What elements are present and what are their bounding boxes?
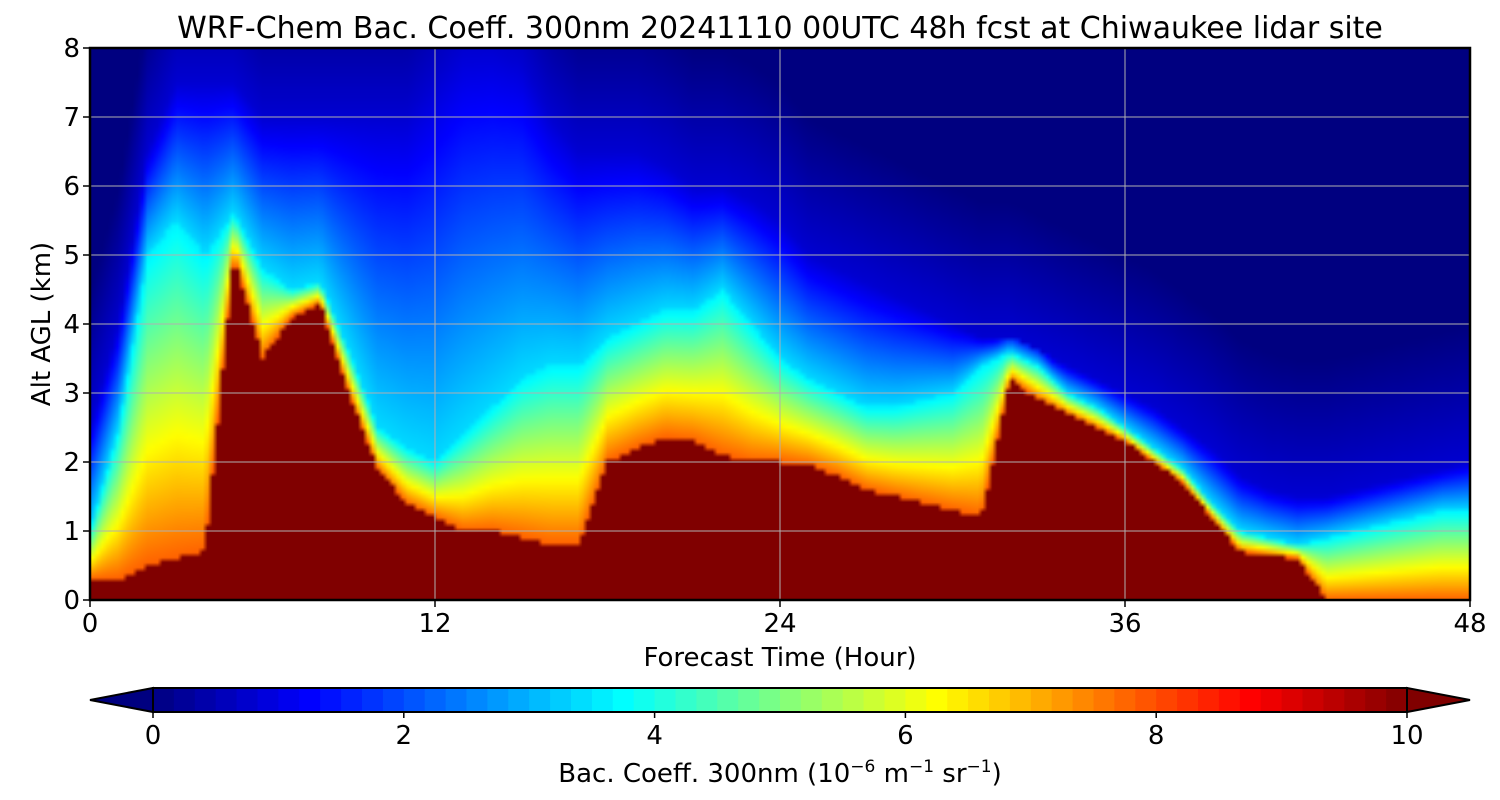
- colorbar-cell: [1260, 688, 1283, 712]
- colorbar-cell: [550, 688, 572, 712]
- x-tick-label: 24: [763, 609, 796, 639]
- colorbar-cell: [487, 688, 509, 712]
- y-tick-label: 8: [63, 34, 80, 64]
- colorbar-cell: [675, 688, 697, 712]
- colorbar-cell: [633, 688, 656, 712]
- colorbar-cell: [842, 688, 865, 712]
- colorbar-cell: [1198, 688, 1220, 712]
- y-axis-label: Alt AGL (km): [27, 242, 57, 406]
- colorbar-cell: [863, 688, 886, 712]
- colorbar-cell: [508, 688, 530, 712]
- y-tick-label: 7: [63, 103, 80, 133]
- colorbar-cell: [884, 688, 906, 712]
- colorbar-cell: [1302, 688, 1324, 712]
- colorbar-cell: [759, 688, 781, 712]
- colorbar-cell: [194, 688, 217, 712]
- colorbar-cell: [529, 688, 551, 712]
- colorbar-cell: [1365, 688, 1387, 712]
- colorbar-extend-low: [89, 686, 154, 714]
- colorbar-cell: [341, 688, 363, 712]
- colorbar-cell: [696, 688, 718, 712]
- colorbar-cell: [989, 688, 1011, 712]
- colorbar-cell: [1135, 688, 1157, 712]
- colorbar-cell: [424, 688, 447, 712]
- colorbar-ticks: 0 2 4 6 8 10: [145, 712, 1424, 751]
- colorbar-cell: [591, 688, 614, 712]
- colorbar-cell: [299, 688, 321, 712]
- colorbar-cell: [612, 688, 635, 712]
- y-tick-label: 0: [63, 586, 80, 616]
- colorbar-cell: [153, 688, 175, 712]
- colorbar-gradient: [153, 688, 1408, 712]
- colorbar-cell: [362, 688, 384, 712]
- colorbar-cell: [215, 688, 238, 712]
- colorbar-tick-label: 6: [897, 721, 914, 751]
- colorbar-cell: [947, 688, 969, 712]
- colorbar-cell: [1072, 688, 1095, 712]
- colorbar-cell: [1051, 688, 1074, 712]
- colorbar-cell: [1156, 688, 1178, 712]
- x-tick-label: 12: [418, 609, 451, 639]
- colorbar-cell: [382, 688, 405, 712]
- colorbar-cell: [236, 688, 259, 712]
- colorbar-cell: [905, 688, 927, 712]
- x-tick-label: 0: [82, 609, 99, 639]
- colorbar-cell: [821, 688, 844, 712]
- colorbar-extend-high: [1406, 686, 1471, 714]
- y-tick-label: 5: [63, 241, 80, 271]
- y-tick-label: 1: [63, 517, 80, 547]
- y-tick-label: 3: [63, 379, 80, 409]
- colorbar-cell: [1281, 688, 1304, 712]
- chart-title: WRF-Chem Bac. Coeff. 300nm 20241110 00UT…: [177, 11, 1383, 46]
- y-axis: 0 1 2 3 4 5 6 7 8: [63, 34, 90, 616]
- colorbar-cell: [445, 688, 468, 712]
- colorbar-cell: [320, 688, 342, 712]
- colorbar-cell: [571, 688, 593, 712]
- colorbar-cell: [926, 688, 948, 712]
- y-tick-label: 6: [63, 172, 80, 202]
- colorbar-cell: [1009, 688, 1032, 712]
- colorbar-label: Bac. Coeff. 300nm (10−6 m−1 sr−1): [558, 757, 1001, 789]
- x-axis-label: Forecast Time (Hour): [643, 643, 916, 673]
- colorbar-cell: [278, 688, 300, 712]
- colorbar-tick-label: 4: [646, 721, 663, 751]
- colorbar-cell: [717, 688, 739, 712]
- colorbar-cell: [1114, 688, 1136, 712]
- colorbar-cell: [257, 688, 279, 712]
- colorbar-cell: [738, 688, 760, 712]
- colorbar-cell: [780, 688, 802, 712]
- colorbar: 0 2 4 6 8 10: [89, 686, 1471, 751]
- colorbar-cell: [466, 688, 488, 712]
- colorbar-tick-label: 10: [1390, 721, 1423, 751]
- colorbar-tick-label: 8: [1148, 721, 1165, 751]
- colorbar-cell: [1344, 688, 1366, 712]
- colorbar-cell: [654, 688, 677, 712]
- colorbar-tick-label: 2: [396, 721, 413, 751]
- x-axis: 0 12 24 36 48: [82, 600, 1487, 639]
- colorbar-cell: [403, 688, 426, 712]
- colorbar-cell: [1239, 688, 1262, 712]
- colorbar-cell: [1218, 688, 1241, 712]
- x-tick-label: 36: [1108, 609, 1141, 639]
- y-tick-label: 2: [63, 448, 80, 478]
- colorbar-frame: [152, 687, 1408, 713]
- colorbar-cell: [1030, 688, 1053, 712]
- y-tick-label: 4: [63, 310, 80, 340]
- x-tick-label: 48: [1453, 609, 1486, 639]
- colorbar-cell: [968, 688, 990, 712]
- colorbar-cell: [1093, 688, 1115, 712]
- colorbar-cell: [1323, 688, 1345, 712]
- colorbar-tick-label: 0: [145, 721, 162, 751]
- colorbar-cell: [1177, 688, 1199, 712]
- colorbar-cell: [1386, 688, 1408, 712]
- colorbar-cell: [800, 688, 823, 712]
- colorbar-cell: [173, 688, 196, 712]
